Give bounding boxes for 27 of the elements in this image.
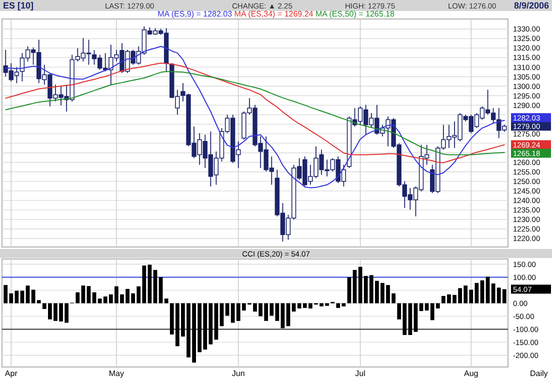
bar bbox=[419, 303, 424, 312]
x-tick-label: Aug bbox=[464, 369, 478, 378]
bar bbox=[424, 303, 429, 311]
text: Daily bbox=[530, 369, 548, 378]
bar bbox=[347, 277, 352, 304]
bar bbox=[148, 264, 152, 304]
bar bbox=[486, 276, 490, 304]
bar bbox=[225, 303, 230, 316]
text: MA (ES,9) = 1282.03 bbox=[158, 10, 233, 18]
line-series bbox=[5, 71, 505, 156]
bar bbox=[286, 303, 290, 326]
x-tick-label: May bbox=[108, 369, 124, 378]
bar bbox=[414, 303, 418, 332]
bar bbox=[292, 303, 296, 312]
bar bbox=[280, 303, 285, 328]
x-tick-label: Jun bbox=[232, 369, 245, 378]
chart-title: ES [10] bbox=[3, 0, 34, 10]
text: MA (ES,34) = 1269.24 bbox=[232, 10, 314, 18]
x-tick-label: Jul bbox=[355, 369, 366, 378]
bar bbox=[164, 298, 168, 304]
bar bbox=[214, 303, 218, 340]
text: 8/9/2006 bbox=[514, 0, 549, 10]
bar bbox=[158, 277, 163, 304]
bar bbox=[220, 303, 224, 326]
bar bbox=[20, 290, 24, 304]
text: MA (ES,50) = 1265.18 bbox=[313, 10, 395, 18]
x-tick-label: Apr bbox=[4, 369, 18, 378]
